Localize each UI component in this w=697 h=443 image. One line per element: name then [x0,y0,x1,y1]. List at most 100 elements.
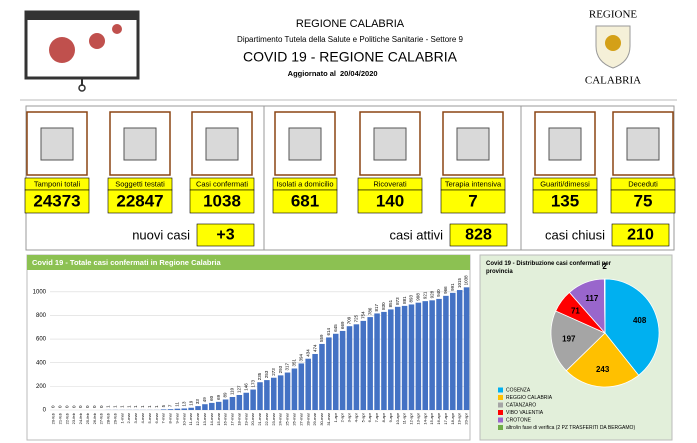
x-tick-label: 21-mar [257,412,262,425]
virus-icon [112,24,122,34]
y-tick-label: 600 [36,337,47,343]
value-label: 60 [209,395,214,401]
y-tick-label: 200 [36,384,47,390]
x-tick-label: 30-mar [319,412,324,425]
x-tick-label: 17-mar [230,412,235,425]
icon-shape [548,127,582,161]
x-tick-label: 23-mar [271,412,276,425]
bar [236,394,243,410]
x-tick-label: 25-mar [285,412,290,425]
x-tick-label: 13-mar [202,412,207,425]
x-tick-label: 2-mar [126,412,131,423]
slice-label: 197 [562,335,576,344]
stat-label: Guariti/dimessi [540,179,590,188]
icon-shape [205,127,239,161]
x-tick-label: 15-mar [216,412,221,425]
x-tick-label: 9-mar [174,412,179,423]
bar [181,408,188,410]
summary-label: nuovi casi [132,227,190,242]
stand [78,84,86,92]
x-tick-label: 8-mar [168,412,173,423]
x-tick-label: 5-apr [360,412,365,422]
x-tick-label: 13-apr [415,412,420,424]
bar [381,311,387,410]
legend-swatch [498,402,503,408]
value-label: 7 [168,404,173,407]
value-label: 273 [271,368,276,376]
value-label: 893 [409,294,414,302]
x-tick-label: 27-mar [298,412,303,425]
bar [450,292,456,410]
bar [174,408,181,410]
slice-label: 2 [602,262,607,271]
x-tick-label: 2-apr [340,412,345,422]
bar [463,287,470,410]
x-tick-label: 4-apr [353,412,358,422]
value-label: 725 [354,314,359,322]
x-tick-label: 31-mar [326,412,331,425]
bar [319,343,325,410]
bar-panel-title-bar [27,255,470,270]
updated-date: 20/04/2020 [340,69,378,78]
y-tick-label: 1000 [33,289,47,295]
icon-shape [373,127,407,161]
y-tick-label: 400 [36,360,47,366]
value-label: 69 [216,394,221,400]
icon-shape [456,127,490,161]
value-label: 0 [92,405,97,408]
x-tick-label: 16-apr [436,412,441,424]
pie-slice [550,310,606,372]
stat-label: Deceduti [628,179,658,188]
bar [250,389,256,410]
legend-swatch [498,425,503,430]
stat-label: Isolati a domicilio [276,179,333,188]
x-tick-label: 19-apr [457,412,462,424]
legend-label: REGGIO CALABRIA [506,395,553,401]
x-tick-label: 3-mar [133,412,138,423]
pie-slice [565,332,640,388]
value-label: 0 [71,405,76,408]
stat-value-box [610,189,676,214]
bar [291,368,298,410]
x-tick-label: 10-mar [181,412,186,425]
value-label: 1 [154,405,159,408]
value-label: 110 [230,387,235,395]
value-label: 293 [278,365,283,373]
bar [326,337,332,410]
bar [360,320,367,410]
value-label: 351 [292,359,297,367]
value-label: 49 [202,397,207,403]
value-label: 89 [223,392,228,398]
x-tick-label: 15-apr [429,412,434,424]
x-tick-label: 7-apr [374,412,379,422]
x-tick-label: 7-mar [161,412,166,423]
bar [332,333,339,410]
bar [394,306,401,410]
bar [353,324,360,410]
legend-swatch [498,417,503,423]
x-tick-label: 18-apr [450,412,455,424]
x-tick-label: 20-feb [51,412,56,424]
x-tick-label: 11-mar [188,412,193,425]
bar [388,309,394,410]
x-tick-label: 12-mar [195,412,200,425]
x-tick-label: 28-mar [305,412,310,425]
x-tick-label: 18-mar [236,412,241,425]
x-tick-label: 16-mar [223,412,228,425]
bar [436,298,442,410]
bar [422,301,428,410]
value-label: 1015 [457,278,462,289]
value-label: 1 [140,405,145,408]
x-tick-label: 23-feb [71,412,76,424]
stat-value: 75 [634,191,653,210]
value-label: 881 [402,296,407,304]
summary-value: 828 [465,227,492,244]
virus-icon [49,37,75,63]
x-tick-label: 29-feb [112,412,117,424]
stat-value: 140 [376,191,404,210]
header-heading: COVID 19 - REGIONE CALABRIA [243,49,458,65]
bar [277,375,284,410]
value-label: 851 [388,299,393,307]
x-tick-label: 21-feb [57,412,62,424]
value-label: 908 [416,293,421,301]
